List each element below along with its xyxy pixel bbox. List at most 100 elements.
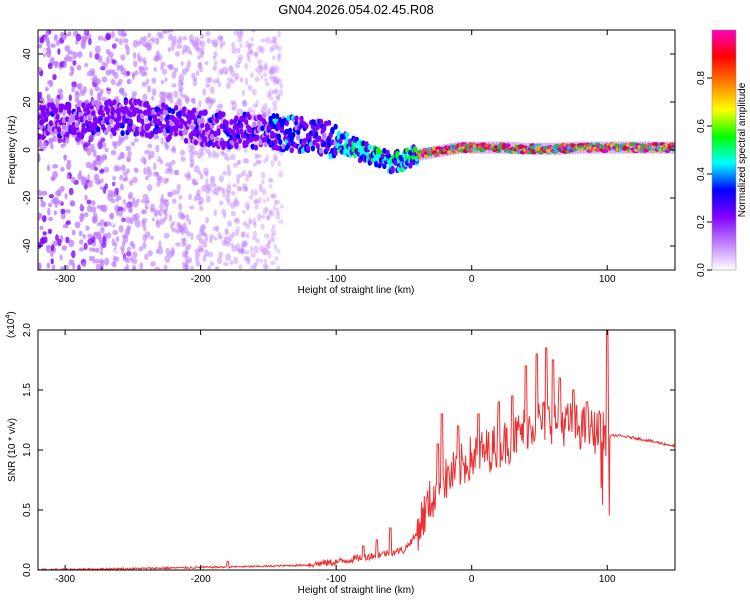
heatmap-cell	[260, 106, 265, 113]
heatmap-cell	[162, 109, 168, 116]
heatmap-cell	[264, 33, 269, 39]
heatmap-cell	[211, 150, 217, 159]
heatmap-cell	[262, 199, 267, 204]
heatmap-cell	[176, 44, 183, 49]
heatmap-cell	[71, 122, 77, 128]
heatmap-cell	[310, 145, 316, 152]
heatmap-cell	[596, 141, 600, 154]
heatmap-cell	[264, 264, 269, 270]
heatmap-cell	[180, 149, 185, 156]
heatmap-cell	[101, 61, 107, 66]
heatmap-cell	[253, 189, 258, 196]
heatmap-cell	[675, 142, 679, 154]
heatmap-cell	[109, 133, 113, 139]
heatmap-cell	[92, 149, 97, 158]
heatmap-cell	[294, 120, 299, 127]
heatmap-cell	[225, 228, 229, 236]
heatmap-cell	[672, 141, 675, 154]
heatmap-cell	[39, 186, 46, 192]
heatmap-cell	[53, 34, 58, 42]
heatmap-cell	[155, 144, 160, 153]
heatmap-cell	[256, 159, 262, 165]
heatmap-cell	[92, 247, 97, 253]
heatmap-cell	[180, 81, 184, 86]
heatmap-cell	[217, 232, 222, 239]
heatmap-cell	[141, 209, 146, 214]
heatmap-cell	[212, 55, 216, 61]
heatmap-cell	[128, 194, 132, 200]
heatmap-cell	[284, 128, 289, 135]
heatmap-cell	[264, 206, 269, 213]
heatmap-cell	[235, 182, 241, 188]
heatmap-cell	[152, 46, 156, 52]
heatmap-cell	[275, 207, 280, 215]
heatmap-cell	[209, 234, 215, 240]
heatmap-cell	[233, 218, 239, 223]
heatmap-cell	[111, 69, 116, 76]
heatmap-cell	[46, 262, 51, 269]
x-tick-label: -300	[55, 274, 75, 285]
heatmap-cell	[460, 141, 465, 154]
heatmap-cell	[558, 142, 562, 155]
heatmap-cell	[219, 235, 223, 240]
heatmap-cell	[382, 163, 387, 170]
heatmap-cell	[168, 33, 173, 41]
heatmap-cell	[260, 171, 266, 179]
heatmap-cell	[572, 142, 576, 154]
heatmap-cell	[119, 174, 124, 181]
heatmap-cell	[241, 170, 246, 177]
heatmap-cell	[68, 259, 75, 266]
heatmap-cell	[247, 43, 252, 49]
colorbar-ticks: 0.0 0.2 0.4 0.6 0.8	[696, 71, 712, 277]
heatmap-cell	[94, 99, 99, 106]
heatmap-cell	[79, 203, 84, 210]
heatmap-cell	[91, 216, 97, 224]
heatmap-cell	[89, 51, 93, 59]
heatmap-cell	[79, 133, 85, 140]
heatmap-cell	[83, 115, 88, 122]
heatmap-cell	[253, 98, 257, 104]
heatmap-cell	[279, 127, 285, 134]
heatmap-cell	[242, 99, 247, 105]
heatmap-cell	[214, 112, 220, 119]
heatmap-cell	[247, 169, 252, 178]
bottom-y-scale-label: (x104)	[5, 311, 17, 338]
heatmap-cell	[260, 38, 267, 43]
heatmap-cell	[269, 178, 274, 183]
heatmap-cell	[400, 156, 405, 163]
heatmap-cell	[231, 190, 236, 196]
heatmap-cell	[164, 144, 169, 151]
heatmap-cell	[277, 160, 281, 167]
heatmap-cell	[170, 108, 176, 115]
heatmap-cell	[222, 66, 228, 75]
heatmap-cell	[190, 265, 194, 270]
heatmap-cell	[542, 142, 546, 155]
heatmap-cell	[234, 141, 239, 148]
heatmap-cell	[515, 142, 519, 155]
heatmap-cell	[79, 239, 84, 245]
heatmap-cell	[256, 45, 263, 53]
heatmap-cell	[102, 235, 106, 244]
heatmap-cell	[279, 84, 284, 89]
heatmap-cell	[137, 52, 141, 60]
heatmap-cell	[550, 142, 554, 155]
x-tick-label: 0	[469, 574, 475, 585]
heatmap-cell	[48, 120, 54, 127]
heatmap-cell	[242, 111, 247, 118]
heatmap-cell	[145, 205, 148, 210]
heatmap-cell	[89, 173, 95, 182]
heatmap-cell	[205, 195, 211, 203]
heatmap-cell	[112, 130, 117, 137]
heatmap-cell	[271, 89, 278, 95]
heatmap-cell	[108, 221, 112, 227]
heatmap-cell	[242, 157, 248, 164]
heatmap-cell	[382, 147, 387, 154]
heatmap-cell	[98, 156, 105, 164]
heatmap-cell	[144, 149, 151, 155]
y-tick-label: -40	[22, 238, 33, 253]
heatmap-cell	[228, 104, 233, 109]
heatmap-cell	[196, 189, 201, 197]
heatmap-cell	[212, 226, 218, 232]
heatmap-cell	[299, 115, 304, 122]
heatmap-cell	[612, 141, 617, 154]
